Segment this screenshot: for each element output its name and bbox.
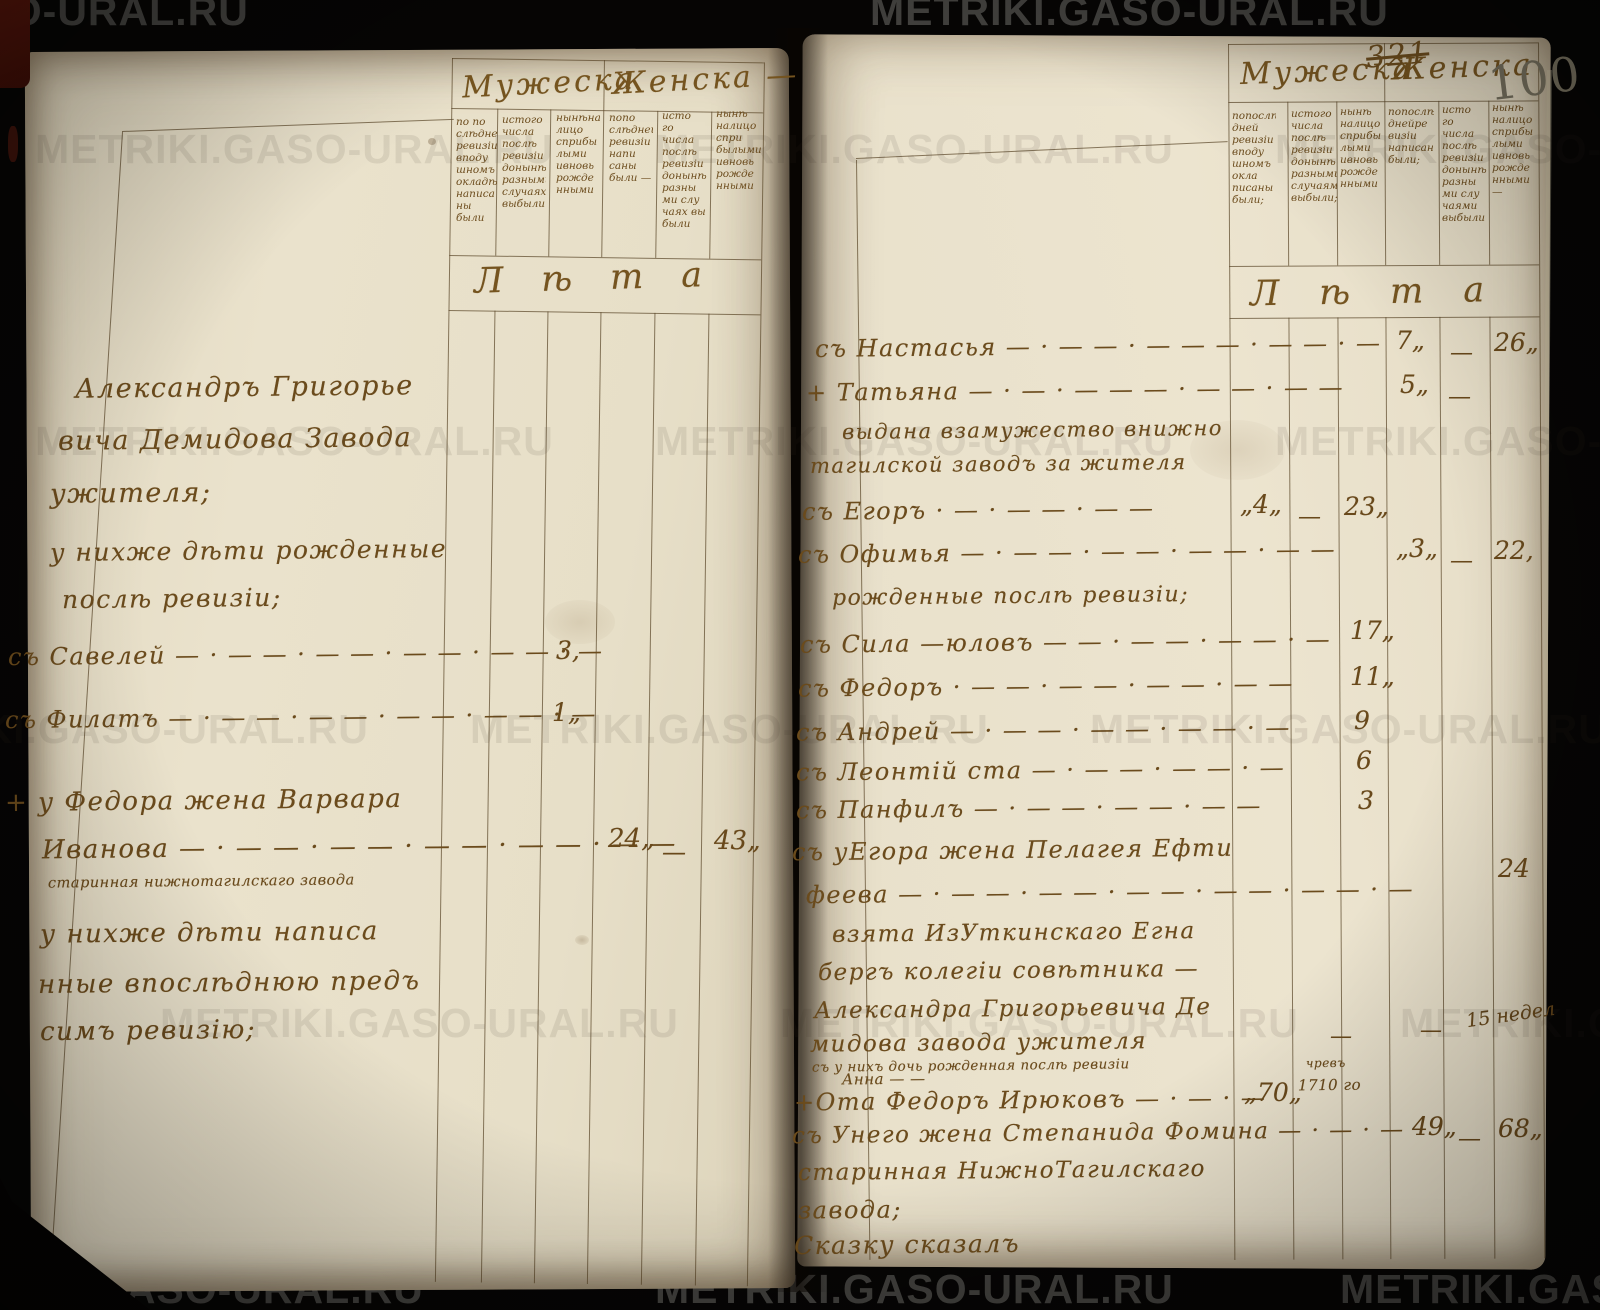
age-value: 24„: [608, 824, 655, 854]
book-cover-edge: [0, 0, 30, 88]
watermark-text: METRIKI.GASO-URAL.RU: [160, 1000, 679, 1046]
column-header: нынѣ налицо спри былыми ивновь рожде нны…: [716, 108, 762, 192]
manuscript-line: взята ИзУткинскаго Егна: [831, 918, 1196, 948]
manuscript-line: съ Федоръ · — — · — — · — — · — —: [797, 669, 1294, 703]
manuscript-line: съ Настасья — · — — · — — — · — — · —: [814, 329, 1382, 363]
column-header: нынѣ налицо сприбы лыми ивновь рожде нны…: [1340, 106, 1382, 190]
age-value: 3,: [556, 636, 580, 665]
watermark-text: METRIKI.GASO-URAL.RU: [655, 418, 1174, 464]
manuscript-line: послѣ ревизіи;: [61, 582, 282, 615]
dash-leader: —: [1450, 548, 1473, 574]
manuscript-line: съ Офимья — · — — · — — · — — · — —: [797, 535, 1337, 569]
age-value: 23„: [1344, 492, 1389, 521]
dash-leader: —: [1298, 504, 1321, 530]
watermark-text: METRIKI.GASO-URAL.RU: [35, 126, 554, 172]
manuscript-line: старинная НижноТагилскаго: [797, 1155, 1207, 1187]
manuscript-line: нные впослѣднюю предъ: [37, 965, 421, 1001]
manuscript-line: рожденные послѣ ревизіи;: [831, 582, 1190, 611]
dash-leader: —: [1330, 1024, 1352, 1049]
age-value: „70„: [1244, 1078, 1302, 1107]
column-header: по по слѣдней ревизіи вподу шномъ окладѣ…: [456, 116, 498, 224]
age-value: 68„: [1498, 1114, 1543, 1143]
watermark-text: METRIKI.GASO-URAL.RU: [0, 706, 369, 752]
manuscript-line: съ Егоръ · — · — — · — —: [801, 494, 1155, 526]
column-header: исто го числа послѣ ревизіи донынѣ разны…: [1442, 104, 1487, 224]
watermark-text: METRIKI.GASO-URAL.RU: [1275, 418, 1600, 464]
age-value: 3: [1358, 786, 1374, 815]
column-header: попослѣ дней ревизіи вподу шномъ окла пи…: [1232, 110, 1276, 206]
column-header: исто го числа послѣ ревизіи донынѣ разны…: [662, 110, 707, 230]
manuscript-line: съ Сила —юловъ — — · — — · — — · —: [799, 625, 1332, 659]
column-header: попо слѣдней ревизіи напи саны были —: [609, 112, 653, 184]
watermark-text: METRIKI.GASO-URAL.RU: [870, 0, 1389, 34]
dash-leader: —: [1458, 1126, 1481, 1152]
age-value: „4„: [1240, 490, 1282, 519]
column-header: истого числа послѣ ревизіи донынѣ разным…: [502, 114, 546, 210]
age-value: 49„: [1412, 1112, 1457, 1141]
dash-leader: —: [662, 838, 686, 866]
age-value: 7„: [1396, 326, 1425, 355]
dash-leader: —: [1448, 384, 1471, 410]
dash-leader: —: [1450, 340, 1473, 366]
years-header: Лѣта: [473, 254, 741, 302]
age-value: 9: [1354, 706, 1370, 735]
manuscript-line: + у Федора жена Варвара: [4, 783, 403, 819]
manuscript-line: у нихже дѣти рожденные: [49, 533, 448, 568]
marginal-note: чревъ: [1305, 1055, 1346, 1071]
manuscript-line: + Татьяна — · — · — — — · — — · — —: [805, 373, 1345, 407]
watermark-text: METRIKI.GASO-URAL.RU: [35, 418, 554, 464]
marginal-note: 1710 го: [1297, 1075, 1362, 1095]
table-line: [1229, 316, 1540, 320]
age-value: 6: [1356, 746, 1372, 775]
watermark-text: METRIKI.GASO-URAL.RU: [1275, 126, 1600, 172]
age-value: 26„: [1494, 328, 1539, 357]
age-value: 43„: [714, 826, 761, 856]
watermark-text: METRIKI.GASO-URAL.RU: [1090, 706, 1600, 752]
age-value: 11„: [1350, 662, 1395, 691]
folio-number-crossed: 321: [1364, 35, 1431, 76]
manuscript-line: съ Леонтій ста — · — — · — — · —: [795, 753, 1286, 787]
watermark-text: METRIKI.GASO-URAL.RU: [1400, 1000, 1600, 1046]
manuscript-line: съ Панфилъ — · — — · — — · — —: [795, 791, 1262, 825]
age-value: 22,: [1494, 536, 1534, 565]
column-header: истого числа послѣ ревизіи донынѣ разным…: [1291, 108, 1337, 204]
manuscript-line: старинная нижнотагилскаго завода: [47, 872, 355, 892]
table-line: [586, 312, 602, 1285]
watermark-text: METRIKI.GASO-URAL.RU: [1340, 1266, 1600, 1310]
manuscript-line: +Ота Федоръ Ирюковъ — · — · —: [793, 1083, 1267, 1117]
age-value: 1„: [552, 698, 581, 727]
age-value: „3„: [1396, 534, 1438, 563]
dash-leader: —: [1420, 1018, 1442, 1043]
watermark-text: METRIKI.GASO-URAL.RU: [0, 0, 249, 34]
manuscript-line: бергъ колегіи совѣтника —: [817, 956, 1200, 986]
manuscript-line: съ уЕгора жена Пелагея Ефти: [791, 833, 1234, 867]
manuscript-line: завода;: [797, 1195, 903, 1225]
book-cover-edge: [8, 126, 18, 162]
age-value: 5„: [1400, 370, 1429, 399]
book-spine-shadow: [768, 28, 828, 1292]
manuscript-line: Сказку сказалъ: [793, 1228, 1021, 1261]
age-value: 24: [1498, 854, 1530, 883]
watermark-text: METRIKI.GASO-URAL.RU: [470, 706, 989, 752]
table-line: [640, 312, 656, 1285]
manuscript-line: у нихже дѣти написа: [39, 916, 380, 950]
manuscript-line: Александръ Григорье: [74, 370, 414, 405]
column-header: нынѣна лицо сприбы лыми ивновь рожде нны…: [556, 112, 600, 196]
watermark-text: METRIKI.GASO-URAL.RU: [780, 1000, 1299, 1046]
watermark-text: METRIKI.GASO-URAL.RU: [655, 126, 1174, 172]
manuscript-line: ужителя;: [49, 477, 212, 510]
folio-number-pencil: 100: [1484, 46, 1584, 113]
column-header: нынѣ налицо сприбы лыми ивновь рожде нны…: [1492, 102, 1534, 198]
manuscript-line: Анна — —: [841, 1069, 926, 1089]
age-value: 17„: [1350, 616, 1395, 645]
years-header: Лѣта: [1249, 269, 1525, 315]
